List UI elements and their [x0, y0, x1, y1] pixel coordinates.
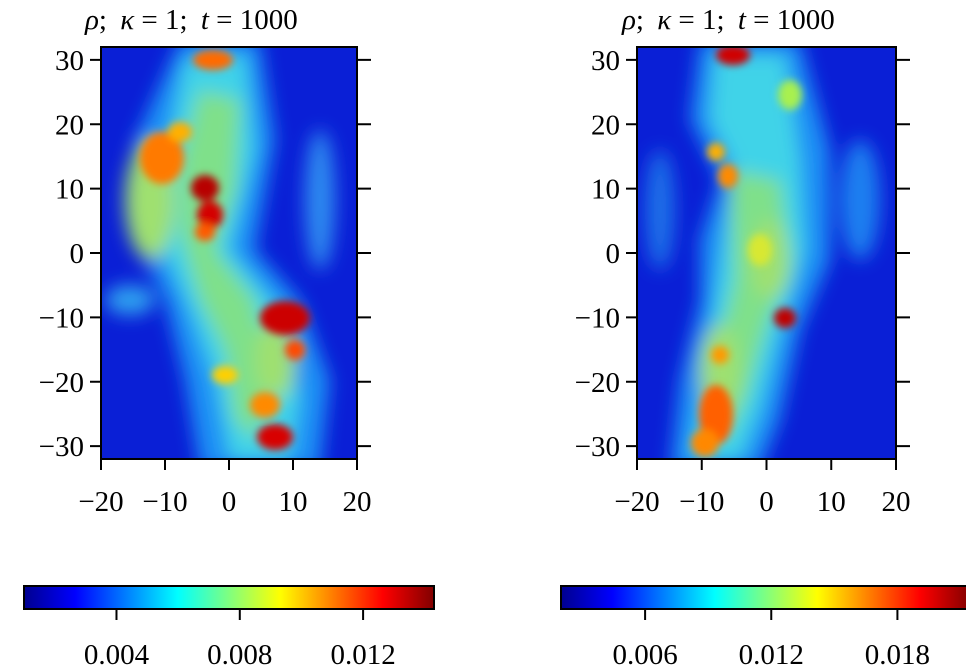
density-field-right	[637, 47, 896, 459]
y-tick-label-left: −30	[39, 431, 84, 463]
y-tick-label-right: 0	[606, 238, 621, 270]
x-tick-label-left: 10	[279, 486, 308, 518]
y-tick-label-left: 10	[55, 174, 84, 206]
x-tick-label-left: 20	[343, 486, 372, 518]
x-tick-label-right: 0	[759, 486, 774, 518]
x-tick-label-left: 0	[222, 486, 237, 518]
x-tick-label-right: −10	[679, 486, 724, 518]
colorbar-left-ticks: 0.004 0.008 0.012	[84, 609, 396, 671]
y-tick-label-right: −20	[575, 367, 620, 399]
y-tick-label-right: −30	[575, 431, 620, 463]
density-field-left	[101, 47, 357, 459]
colorbar-left-gradient	[23, 585, 435, 610]
y-tick-label-left: −10	[39, 302, 84, 334]
density-map-right: −20 −10 0 10 20 30 20 10 0 −10 −20 −30 ρ; κ = 1; t …	[575, 4, 911, 518]
y-tick-label-right: 10	[591, 174, 620, 206]
colorbar-tick-label-right: 0.018	[865, 639, 930, 671]
x-tick-label-right: 20	[882, 486, 911, 518]
y-tick-label-left: −20	[39, 367, 84, 399]
title-right: ρ; κ = 1; t = 1000	[621, 4, 835, 36]
y-tick-label-left: 30	[55, 45, 84, 77]
colorbar-tick-label-left: 0.012	[330, 639, 395, 671]
title-left: ρ; κ = 1; t = 1000	[84, 4, 298, 36]
colorbar-tick-label-left: 0.004	[84, 639, 150, 671]
density-map-left: −20 −10 0 10 20 30 20 10 0 −10 −20 −30 ρ; κ = 1; t …	[39, 4, 372, 518]
axis-ticks-left: −20 −10 0 10 20 30 20 10 0 −10 −20 −30	[39, 45, 372, 518]
y-tick-label-right: −10	[575, 302, 620, 334]
y-tick-label-right: 20	[591, 109, 620, 141]
x-tick-label-right: 10	[817, 486, 846, 518]
x-tick-label-right: −20	[614, 486, 659, 518]
colorbar-tick-label-right: 0.006	[612, 639, 677, 671]
y-tick-label-left: 20	[55, 109, 84, 141]
colorbar-right-gradient	[560, 585, 966, 610]
x-tick-label-left: −10	[142, 486, 187, 518]
colorbar-tick-label-right: 0.012	[739, 639, 804, 671]
y-tick-label-right: 30	[591, 45, 620, 77]
y-tick-label-left: 0	[70, 238, 85, 270]
colorbar-tick-label-left: 0.008	[207, 639, 272, 671]
colorbar-right: 0.006 0.012 0.018	[560, 585, 966, 671]
x-tick-label-left: −20	[78, 486, 123, 518]
colorbar-left: 0.004 0.008 0.012	[23, 585, 435, 671]
axis-ticks-right: −20 −10 0 10 20 30 20 10 0 −10 −20 −30	[575, 45, 911, 518]
colorbar-right-ticks: 0.006 0.012 0.018	[612, 609, 930, 671]
